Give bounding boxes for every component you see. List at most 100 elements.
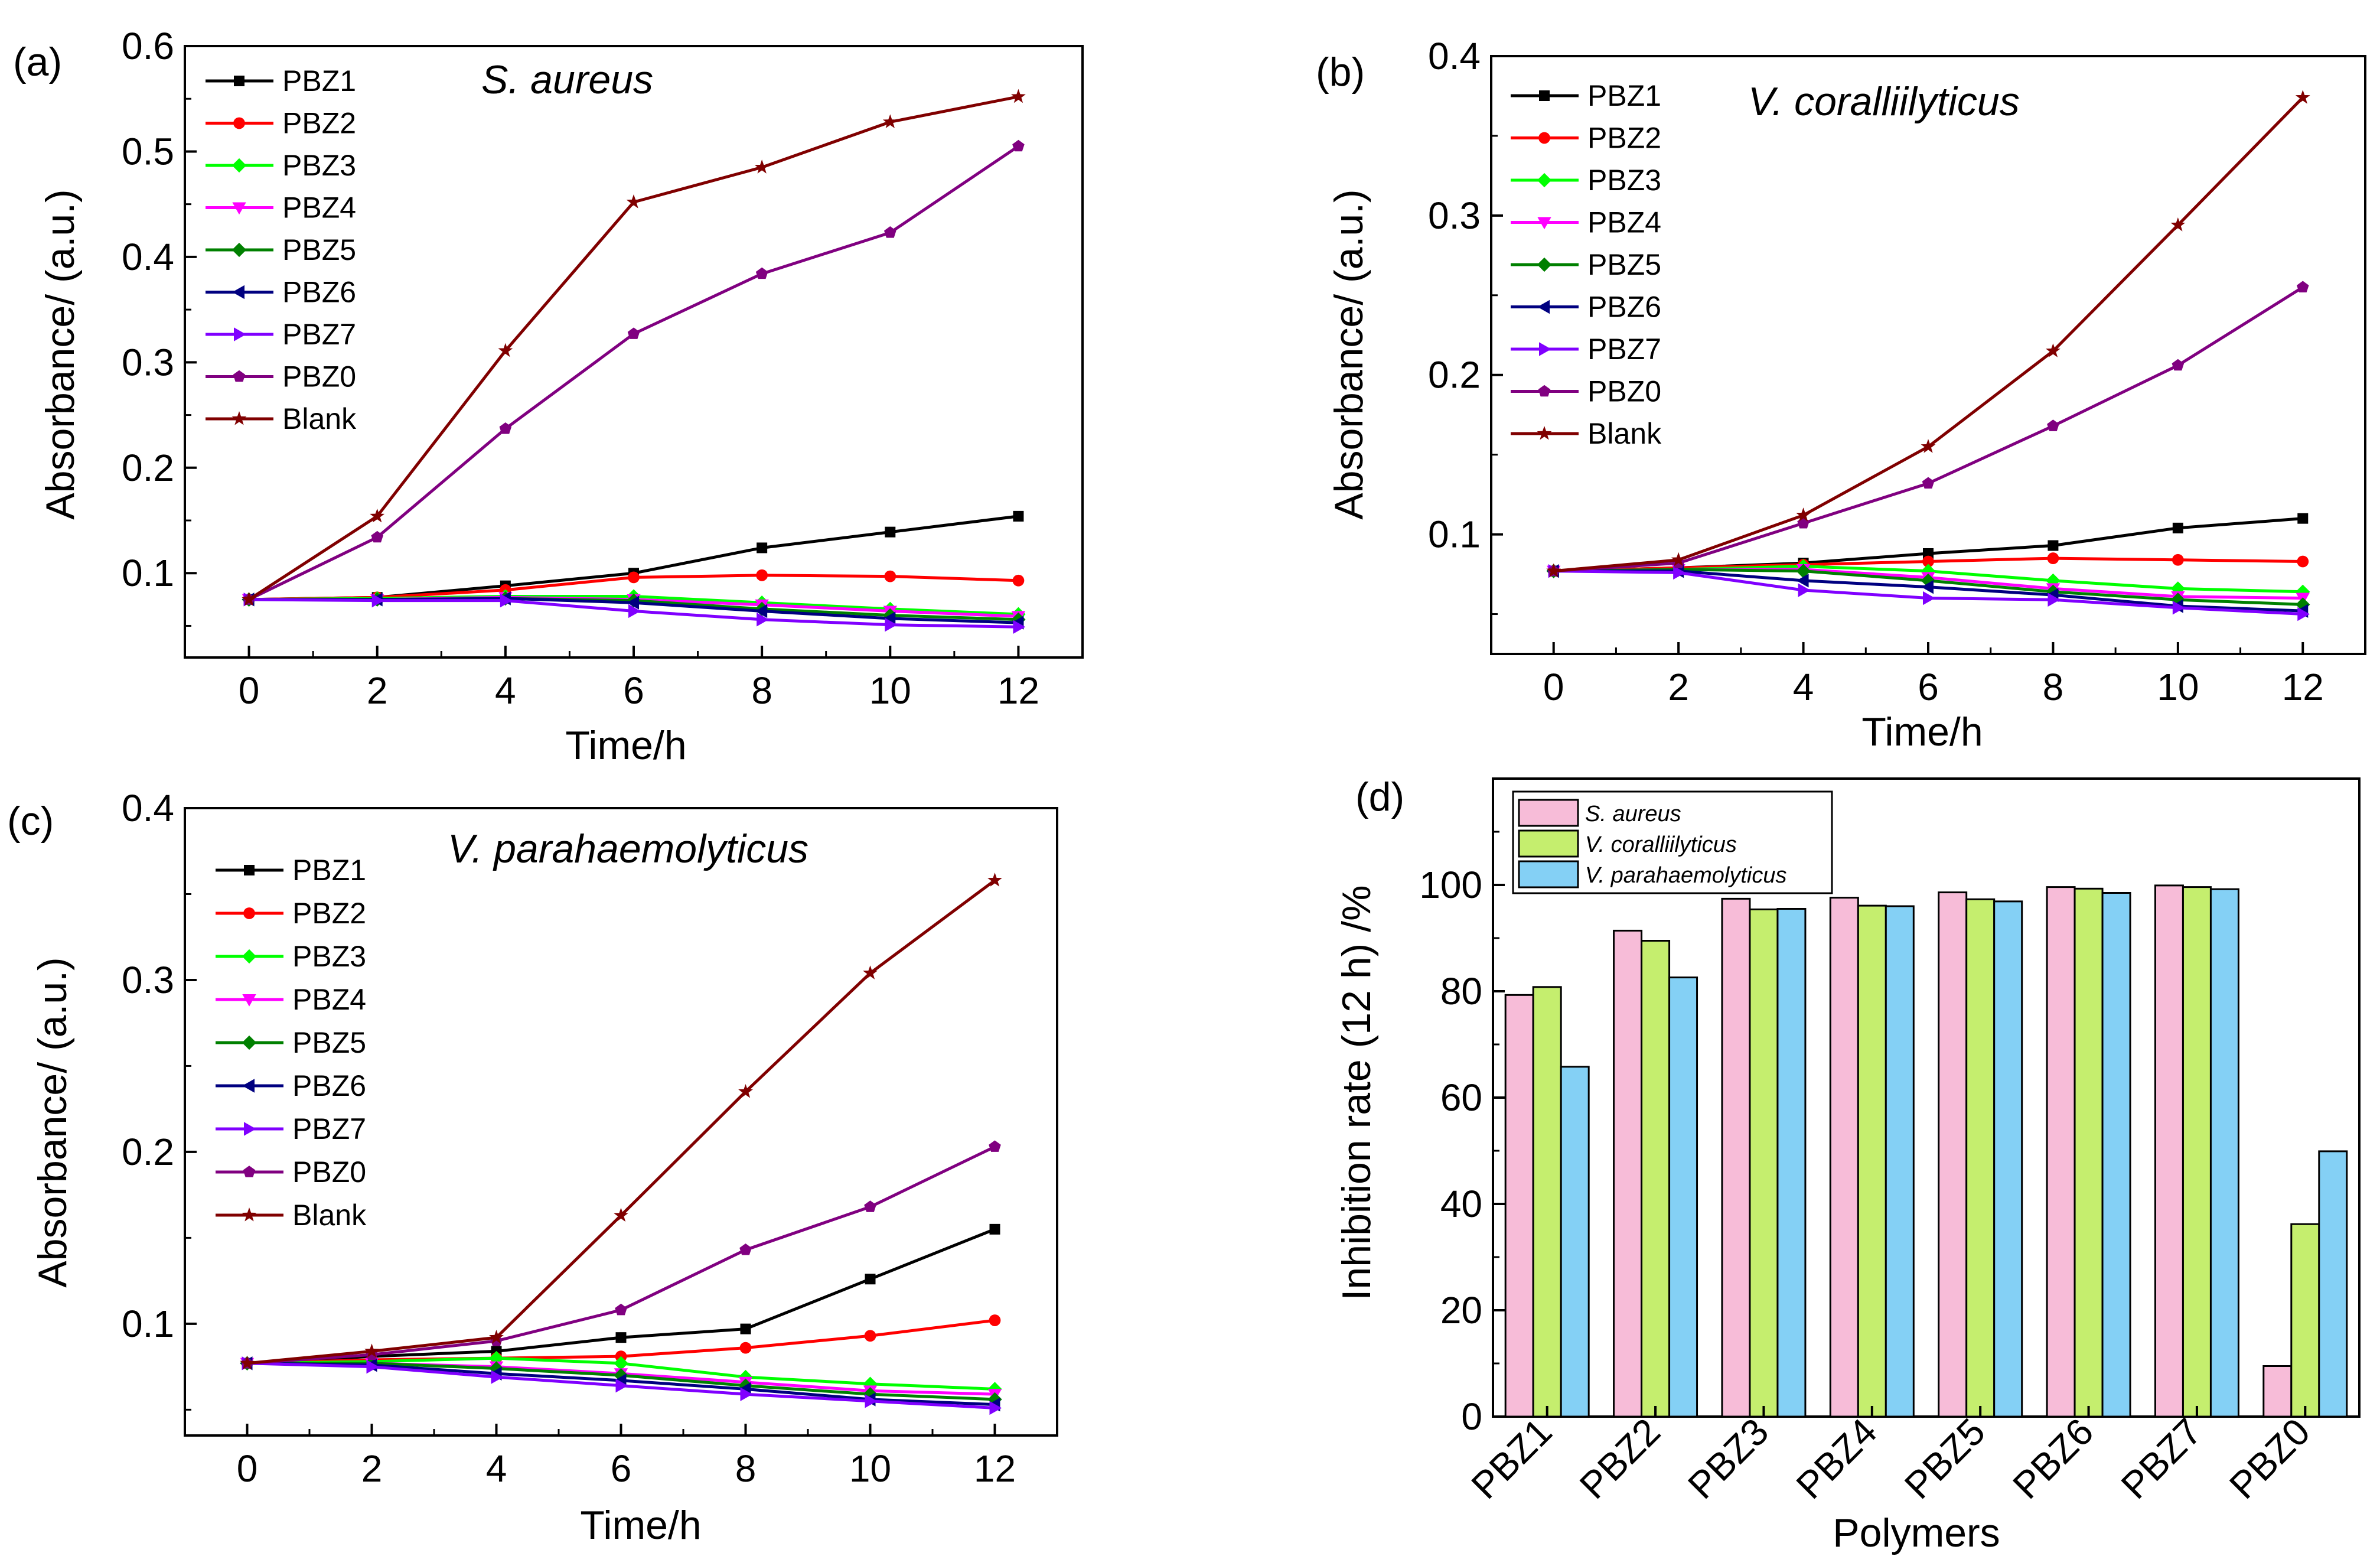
data-point-pbz7 [1013,620,1026,634]
series-line-pbz1 [249,515,1019,601]
data-point-blank [2295,90,2310,104]
panel-d-x-tick-label: PBZ4 [1788,1410,1885,1507]
legend-marker-pbz5 [242,1035,257,1050]
legend-marker-pbz3 [1537,172,1552,188]
panel-a-x-axis-title: Time/h [565,723,686,768]
panel-a-title: S. aureus [481,57,653,102]
legend-label-pbz4: PBZ4 [1587,206,1661,239]
panel-c-label: (c) [7,799,54,844]
panel-c-y-axis-title: Absorbance/ (a.u.) [30,957,75,1287]
legend-label-pbz7: PBZ7 [292,1112,366,1145]
data-point-pbz1 [2297,513,2309,524]
legend-label-pbz0: PBZ0 [1587,375,1661,408]
panel-b-x-tick-label: 0 [1543,666,1564,708]
panel-a-y-tick-label: 0.6 [122,25,174,67]
legend-marker-pbz5 [232,242,247,258]
panel-a-y-tick-label: 0.3 [122,341,174,383]
data-point-pbz1 [1013,510,1024,522]
bar-pbz1-series-2 [1560,1066,1590,1418]
panel-a-y-tick-label: 0.1 [122,552,174,594]
panel-c-x-tick-label: 12 [974,1447,1016,1490]
data-point-pbz2 [1012,574,1025,587]
data-point-blank [2170,217,2186,232]
data-point-pbz0 [2297,281,2309,293]
legend-label-pbz7: PBZ7 [282,318,356,351]
data-point-pbz1 [989,1223,1000,1235]
data-point-pbz5 [1796,564,1811,578]
panel-d-y-tick-label: 60 [1440,1076,1482,1119]
bar-pbz0-series-2 [2318,1150,2348,1418]
bar-pbz3-series-2 [1776,908,1807,1418]
bar-legend-swatch-1 [1518,829,1579,858]
data-point-pbz0 [1922,477,1935,489]
data-point-pbz1 [885,526,896,538]
legend-marker-pbz1 [1539,90,1550,101]
panel-c-x-tick-label: 10 [849,1447,891,1490]
legend-marker-pbz5 [1537,257,1552,272]
bar-pbz1-series-1 [1532,986,1562,1418]
bar-pbz7-series-1 [2182,886,2212,1418]
data-point-pbz2 [628,571,640,584]
data-point-pbz2 [2172,554,2184,566]
data-point-pbz0 [2172,359,2185,371]
panel-d-y-tick-label: 100 [1419,864,1482,906]
panel-c-y-tick-label: 0.4 [122,787,174,829]
panel-a-y-tick-label: 0.2 [122,447,174,489]
legend-marker-pbz7 [234,327,246,341]
bar-pbz2-series-2 [1668,976,1698,1418]
data-point-pbz7 [865,1394,878,1408]
data-point-pbz0 [627,327,640,339]
legend-label-pbz5: PBZ5 [282,233,356,266]
bar-pbz0-series-1 [2290,1223,2320,1418]
legend-marker-pbz0 [233,370,246,382]
data-point-pbz7 [989,1401,1002,1415]
data-point-pbz5 [2296,597,2310,612]
bar-pbz5-series-1 [1965,898,1996,1418]
data-point-blank [1921,439,1936,453]
panel-b-y-tick-label: 0.2 [1428,354,1481,396]
panel-d-y-tick-label: 40 [1440,1183,1482,1225]
data-point-blank [863,965,878,979]
panel-d-x-tick-label: PBZ3 [1680,1410,1776,1507]
data-point-pbz7 [2048,593,2061,607]
data-point-blank [242,591,256,606]
panel-c-y-tick-label: 0.3 [122,959,174,1001]
data-point-pbz0 [1012,139,1025,152]
data-point-pbz2 [1922,555,1934,568]
legend-label-pbz3: PBZ3 [282,149,356,182]
panel-c-x-tick-label: 8 [735,1447,757,1490]
legend-marker-blank [242,1207,257,1222]
legend-marker-pbz7 [1539,342,1551,356]
panel-d-y-tick-label: 0 [1461,1395,1482,1438]
data-point-blank [1546,563,1561,578]
data-point-pbz7 [500,593,513,608]
panel-c-title: V. parahaemolyticus [448,826,808,871]
panel-d-x-tick-label: PBZ0 [2221,1410,2318,1507]
legend-label-pbz2: PBZ2 [1587,122,1661,155]
legend-marker-pbz6 [232,285,244,300]
bar-pbz6-series-1 [2073,887,2104,1418]
panel-a-x-tick-label: 4 [495,669,516,712]
data-point-pbz7 [1673,565,1685,580]
legend-label-pbz5: PBZ5 [292,1026,366,1059]
data-point-pbz1 [740,1323,751,1334]
data-point-blank [882,114,898,129]
data-point-pbz6 [883,611,896,626]
data-point-pbz0 [499,422,512,434]
panel-b-x-axis-title: Time/h [1861,709,1983,754]
series-line-blank [1553,96,2304,573]
legend-marker-pbz6 [1537,300,1550,314]
bar-pbz4-series-0 [1829,897,1859,1418]
legend-marker-pbz1 [244,865,255,875]
panel-a-x-tick-label: 0 [239,669,260,712]
data-point-pbz6 [1796,574,1809,588]
bar-pbz4-series-1 [1857,904,1887,1418]
data-point-pbz7 [2172,601,2185,615]
data-point-blank [489,1330,504,1344]
legend-marker-pbz3 [242,949,257,964]
bar-pbz1-series-0 [1504,994,1534,1418]
panel-d-x-axis-title: Polymers [1833,1511,2000,1555]
legend-label-pbz2: PBZ2 [282,107,356,140]
